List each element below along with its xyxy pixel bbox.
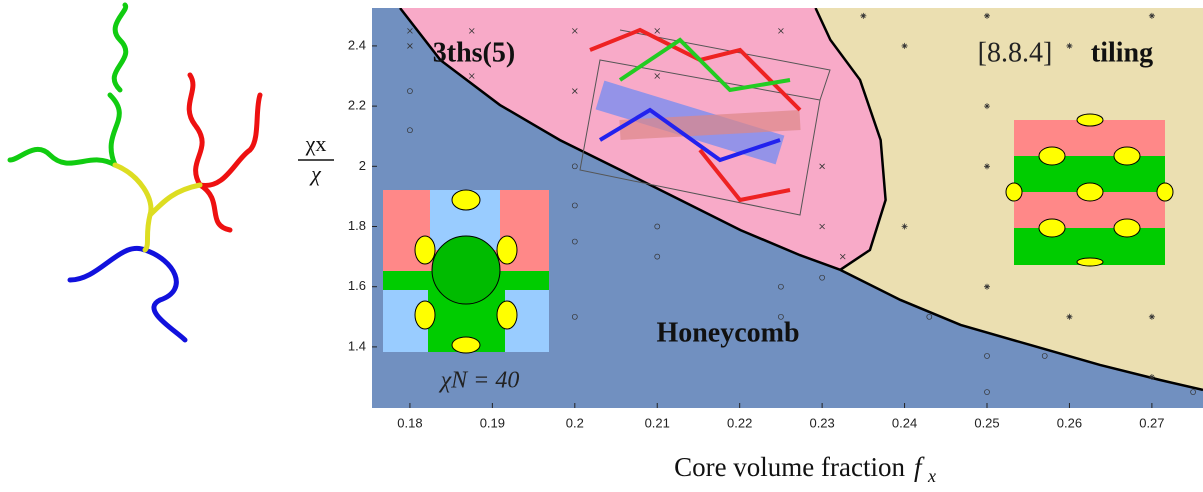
y-tick-label: 2.2	[348, 98, 366, 113]
x-tick-label: 0.18	[397, 415, 422, 430]
x-axis-label-subscript: x	[927, 466, 936, 486]
region-label: Honeycomb	[656, 317, 799, 348]
molecule	[10, 5, 260, 340]
x-tick-label: 0.27	[1139, 415, 1164, 430]
x-tick-label: 0.25	[974, 415, 999, 430]
y-tick-label: 1.4	[348, 338, 366, 353]
x-tick-label: 0.22	[727, 415, 752, 430]
tiling-inset	[1006, 114, 1173, 266]
region-label: 3ths(5)	[433, 37, 515, 68]
x-tick-label: 0.19	[480, 415, 505, 430]
y-tick-label: 2	[359, 158, 366, 173]
annotation: χN = 40	[439, 368, 520, 394]
region-label: tiling	[1091, 37, 1153, 68]
y-axis-label: χ	[309, 161, 322, 186]
x-tick-label: 0.26	[1057, 415, 1082, 430]
x-tick-label: 0.21	[645, 415, 670, 430]
y-tick-label: 2.4	[348, 37, 366, 52]
honeycomb-inset	[383, 190, 549, 353]
x-axis-label: Core volume fraction	[674, 452, 905, 482]
y-tick-label: 1.6	[348, 278, 366, 293]
y-tick-label: 1.8	[348, 218, 366, 233]
x-tick-label: 0.2	[566, 415, 584, 430]
region-label: [8.8.4]	[978, 37, 1053, 68]
x-axis-label-symbol: f	[914, 452, 925, 482]
x-tick-label: 0.24	[892, 415, 917, 430]
figure: 0.18 0.19 0.2 0.21 0.22 0.23 0.24 0.25 0.26 0.27 1…	[0, 0, 1203, 492]
x-tick-label: 0.23	[809, 415, 834, 430]
y-axis-label: χx	[305, 131, 327, 156]
